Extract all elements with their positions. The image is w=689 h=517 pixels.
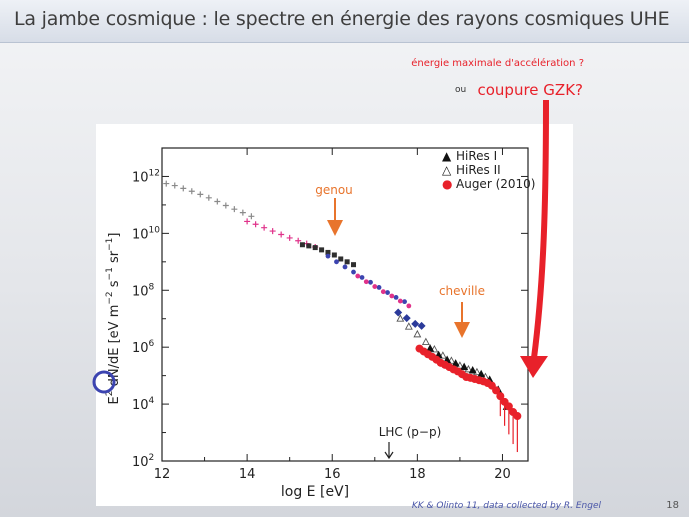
data-point-s0-6 bbox=[214, 198, 221, 205]
data-point-s7-4 bbox=[460, 362, 469, 371]
data-point-s0-2 bbox=[180, 185, 187, 192]
data-point-s3-2 bbox=[342, 264, 348, 270]
data-point-s4-0 bbox=[355, 273, 361, 279]
data-point-s1-4 bbox=[278, 231, 285, 238]
legend-symbol-1: △ bbox=[442, 163, 452, 177]
data-point-s7-6 bbox=[477, 369, 486, 378]
data-point-s5-2 bbox=[411, 319, 420, 328]
data-point-s3-9 bbox=[402, 299, 407, 305]
max-energy-annotation: énergie maximale d'accélération ? bbox=[411, 57, 584, 69]
data-point-s4-3 bbox=[380, 289, 386, 295]
data-point-s4-2 bbox=[372, 284, 378, 289]
chart-frame bbox=[96, 124, 573, 506]
data-point-s0-9 bbox=[239, 209, 246, 216]
data-point-s0-1 bbox=[171, 182, 178, 189]
y-axis-label: E2 dN/dE [eV m−2 s−1 sr−1] bbox=[105, 233, 122, 405]
data-point-s3-1 bbox=[334, 259, 339, 265]
lhc-arrow bbox=[384, 442, 394, 460]
data-point-s0-5 bbox=[205, 194, 212, 201]
data-point-s4-4 bbox=[389, 293, 395, 299]
gzk-annotation: coupure GZK? bbox=[478, 81, 584, 99]
data-point-s6-2 bbox=[413, 329, 422, 338]
data-point-s8-18 bbox=[492, 386, 501, 395]
e2-highlight-circle bbox=[92, 370, 116, 394]
page-number: 18 bbox=[666, 500, 679, 511]
data-point-s3-8 bbox=[393, 294, 399, 300]
data-point-s1-5 bbox=[286, 234, 293, 241]
credit-note: KK & Olinto 11, data collected by R. Eng… bbox=[411, 501, 601, 511]
legend: ▲ HiRes I △ HiRes II ● Auger (2010) bbox=[442, 149, 535, 191]
data-point-s4-5 bbox=[397, 298, 403, 304]
data-point-s3-6 bbox=[376, 285, 382, 290]
title-band bbox=[0, 0, 689, 43]
data-point-s6-3 bbox=[421, 337, 430, 346]
data-point-s2-3 bbox=[319, 247, 325, 253]
data-point-s2-5 bbox=[331, 252, 337, 258]
data-point-s5-3 bbox=[417, 321, 426, 330]
x-tick-label-20: 20 bbox=[494, 467, 511, 482]
legend-label-2: Auger (2010) bbox=[456, 177, 535, 191]
data-point-s0-10 bbox=[248, 213, 255, 220]
data-point-s6-1 bbox=[404, 322, 413, 330]
x-tick-label-14: 14 bbox=[239, 467, 256, 482]
slide-title: La jambe cosmique : le spectre en énergi… bbox=[14, 8, 670, 30]
data-point-s7-3 bbox=[451, 359, 460, 367]
data-point-s2-0 bbox=[299, 242, 305, 248]
x-axis-label: log E [eV] bbox=[281, 484, 349, 500]
data-point-s3-7 bbox=[385, 290, 390, 295]
knee-annotation: genou bbox=[315, 183, 353, 197]
legend-symbol-2: ● bbox=[442, 177, 452, 191]
gzk-arrow-shaft bbox=[531, 99, 549, 359]
data-point-s0-7 bbox=[222, 202, 229, 209]
data-point-s4-6 bbox=[406, 303, 412, 309]
data-point-s2-4 bbox=[325, 249, 331, 255]
data-point-s1-2 bbox=[261, 224, 268, 231]
x-tick-label-16: 16 bbox=[324, 467, 341, 482]
or-annotation: ou bbox=[455, 85, 466, 95]
series-8 bbox=[415, 344, 522, 453]
series-4 bbox=[355, 273, 412, 309]
series-3 bbox=[325, 253, 407, 305]
data-point-s0-0 bbox=[163, 180, 170, 187]
data-point-s3-5 bbox=[368, 279, 373, 285]
data-point-s6-0 bbox=[396, 314, 405, 322]
data-point-s5-1 bbox=[402, 314, 411, 323]
data-point-s2-6 bbox=[338, 256, 344, 262]
data-point-s1-1 bbox=[252, 221, 259, 228]
gzk-arrow-head bbox=[520, 356, 548, 378]
series-5 bbox=[394, 308, 426, 330]
data-point-s5-0 bbox=[394, 308, 403, 317]
annotations: énergie maximale d'accélération ? ou coupu… bbox=[315, 57, 584, 460]
data-point-s1-3 bbox=[269, 228, 276, 235]
data-point-s1-6 bbox=[295, 237, 302, 244]
legend-symbol-0: ▲ bbox=[442, 149, 452, 163]
data-point-s7-0 bbox=[426, 344, 435, 352]
data-point-s3-4 bbox=[359, 275, 365, 280]
plot-area bbox=[163, 180, 522, 453]
series-2 bbox=[299, 242, 357, 268]
legend-label-0: HiRes I bbox=[456, 149, 497, 163]
data-point-s1-0 bbox=[244, 218, 251, 225]
data-point-s2-8 bbox=[351, 262, 357, 268]
data-point-s2-1 bbox=[306, 243, 312, 249]
x-tick-label-12: 12 bbox=[154, 467, 171, 482]
data-point-s0-8 bbox=[231, 206, 238, 213]
data-point-s0-4 bbox=[197, 191, 204, 198]
series-0 bbox=[163, 180, 255, 220]
data-point-s3-3 bbox=[351, 269, 356, 275]
x-tick-label-18: 18 bbox=[409, 467, 426, 482]
data-point-s2-7 bbox=[344, 259, 350, 265]
data-point-s4-1 bbox=[363, 279, 369, 285]
data-point-s3-0 bbox=[325, 253, 331, 259]
data-point-s0-3 bbox=[188, 188, 195, 195]
ankle-annotation: cheville bbox=[439, 284, 485, 298]
axes-box bbox=[161, 147, 529, 462]
data-point-s7-5 bbox=[468, 366, 477, 374]
data-point-s2-2 bbox=[312, 245, 318, 251]
legend-label-1: HiRes II bbox=[456, 163, 501, 177]
lhc-annotation: LHC (p−p) bbox=[379, 425, 442, 439]
